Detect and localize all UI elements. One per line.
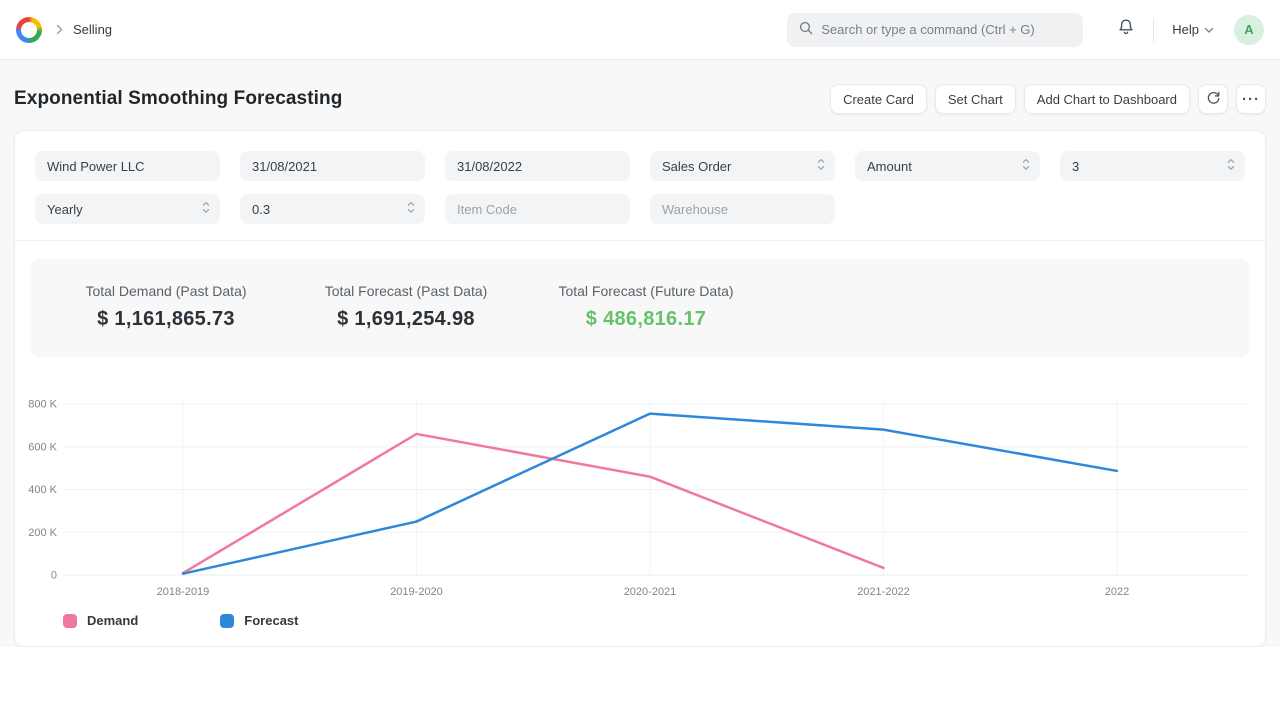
x-tick-label: 2019-2020	[390, 586, 443, 598]
app-logo-icon[interactable]	[16, 16, 42, 43]
summary-section: Total Demand (Past Data) $ 1,161,865.73 …	[31, 259, 1249, 357]
sort-arrows-icon	[817, 158, 825, 174]
bell-icon	[1117, 18, 1135, 41]
forecast-years-select[interactable]: 3	[1060, 151, 1245, 181]
notifications-button[interactable]	[1117, 18, 1135, 41]
forecast-line	[181, 412, 1119, 575]
smoothing-constant-select[interactable]: 0.3	[240, 194, 425, 224]
item-code-filter[interactable]: Item Code	[445, 194, 630, 224]
search-icon	[799, 21, 813, 38]
sort-arrows-icon	[202, 201, 210, 217]
ellipsis-icon: ···	[1242, 90, 1260, 108]
page-title: Exponential Smoothing Forecasting	[14, 88, 343, 109]
page-actions: Create Card Set Chart Add Chart to Dashb…	[830, 84, 1266, 114]
search-placeholder: Search or type a command (Ctrl + G)	[821, 22, 1035, 37]
forecast-chart: 2018-2019 2019-2020 2020-2021 2021-2022 2022…	[15, 393, 1265, 628]
total-demand-past-stat: Total Demand (Past Data) $ 1,161,865.73	[46, 283, 286, 331]
refresh-icon	[1206, 90, 1221, 109]
y-tick-label: 0	[51, 570, 57, 582]
sort-arrows-icon	[1022, 158, 1030, 174]
avatar[interactable]: A	[1234, 14, 1264, 45]
chart-legend: Demand Forecast	[15, 613, 1265, 628]
demand-swatch-icon	[63, 613, 77, 628]
from-date-filter[interactable]: 31/08/2021	[240, 151, 425, 181]
page-bottom-space	[0, 647, 1280, 717]
add-chart-to-dashboard-button[interactable]: Add Chart to Dashboard	[1023, 84, 1190, 114]
search-input[interactable]: Search or type a command (Ctrl + G)	[787, 12, 1084, 47]
navbar: Selling Search or type a command (Ctrl +…	[0, 0, 1280, 60]
page-container: Exponential Smoothing Forecasting Create…	[0, 60, 1280, 647]
legend-item-demand[interactable]: Demand	[63, 613, 138, 628]
filters-section: Wind Power LLC 31/08/2021 31/08/2022 Sal…	[31, 151, 1249, 224]
x-tick-label: 2020-2021	[624, 586, 677, 598]
chevron-down-icon	[1204, 22, 1214, 37]
periodicity-select[interactable]: Yearly	[35, 194, 220, 224]
breadcrumb[interactable]: Selling	[73, 22, 113, 37]
warehouse-filter[interactable]: Warehouse	[650, 194, 835, 224]
forecast-swatch-icon	[220, 613, 235, 628]
stat-label: Total Demand (Past Data)	[85, 283, 247, 299]
help-label: Help	[1172, 22, 1199, 37]
total-forecast-future-stat: Total Forecast (Future Data) $ 486,816.1…	[526, 283, 766, 331]
stat-value: $ 1,161,865.73	[97, 308, 235, 330]
x-tick-label: 2022	[1105, 586, 1129, 598]
stat-label: Total Forecast (Past Data)	[324, 283, 488, 299]
y-tick-label: 600 K	[28, 441, 57, 453]
stat-value: $ 1,691,254.98	[337, 308, 475, 330]
forecasting-card: Wind Power LLC 31/08/2021 31/08/2022 Sal…	[14, 130, 1266, 647]
based-on-doctype-select[interactable]: Sales Order	[650, 151, 835, 181]
navbar-divider	[1153, 17, 1155, 42]
y-tick-label: 200 K	[28, 527, 57, 539]
sort-arrows-icon	[407, 201, 415, 217]
set-chart-button[interactable]: Set Chart	[934, 84, 1016, 114]
total-forecast-past-stat: Total Forecast (Past Data) $ 1,691,254.9…	[286, 283, 526, 331]
forecast-chart-svg[interactable]: 2018-2019 2019-2020 2020-2021 2021-2022 2022…	[15, 393, 1265, 605]
create-card-button[interactable]: Create Card	[830, 84, 927, 114]
stat-value: $ 486,816.17	[585, 308, 707, 330]
stat-label: Total Forecast (Future Data)	[558, 283, 734, 299]
to-date-filter[interactable]: 31/08/2022	[445, 151, 630, 181]
demand-line	[181, 432, 885, 575]
based-on-field-select[interactable]: Amount	[855, 151, 1040, 181]
company-filter[interactable]: Wind Power LLC	[35, 151, 220, 181]
x-tick-label: 2021-2022	[857, 586, 910, 598]
section-divider	[15, 240, 1265, 241]
sort-arrows-icon	[1227, 158, 1235, 174]
legend-item-forecast[interactable]: Forecast	[220, 613, 299, 628]
menu-button[interactable]: ···	[1236, 84, 1266, 114]
x-tick-label: 2018-2019	[157, 586, 210, 598]
y-tick-label: 400 K	[28, 484, 57, 496]
chevron-right-icon	[56, 24, 63, 35]
y-tick-label: 800 K	[28, 399, 57, 411]
page-head: Exponential Smoothing Forecasting Create…	[14, 60, 1266, 130]
refresh-button[interactable]	[1198, 84, 1228, 114]
help-menu[interactable]: Help	[1172, 22, 1214, 37]
